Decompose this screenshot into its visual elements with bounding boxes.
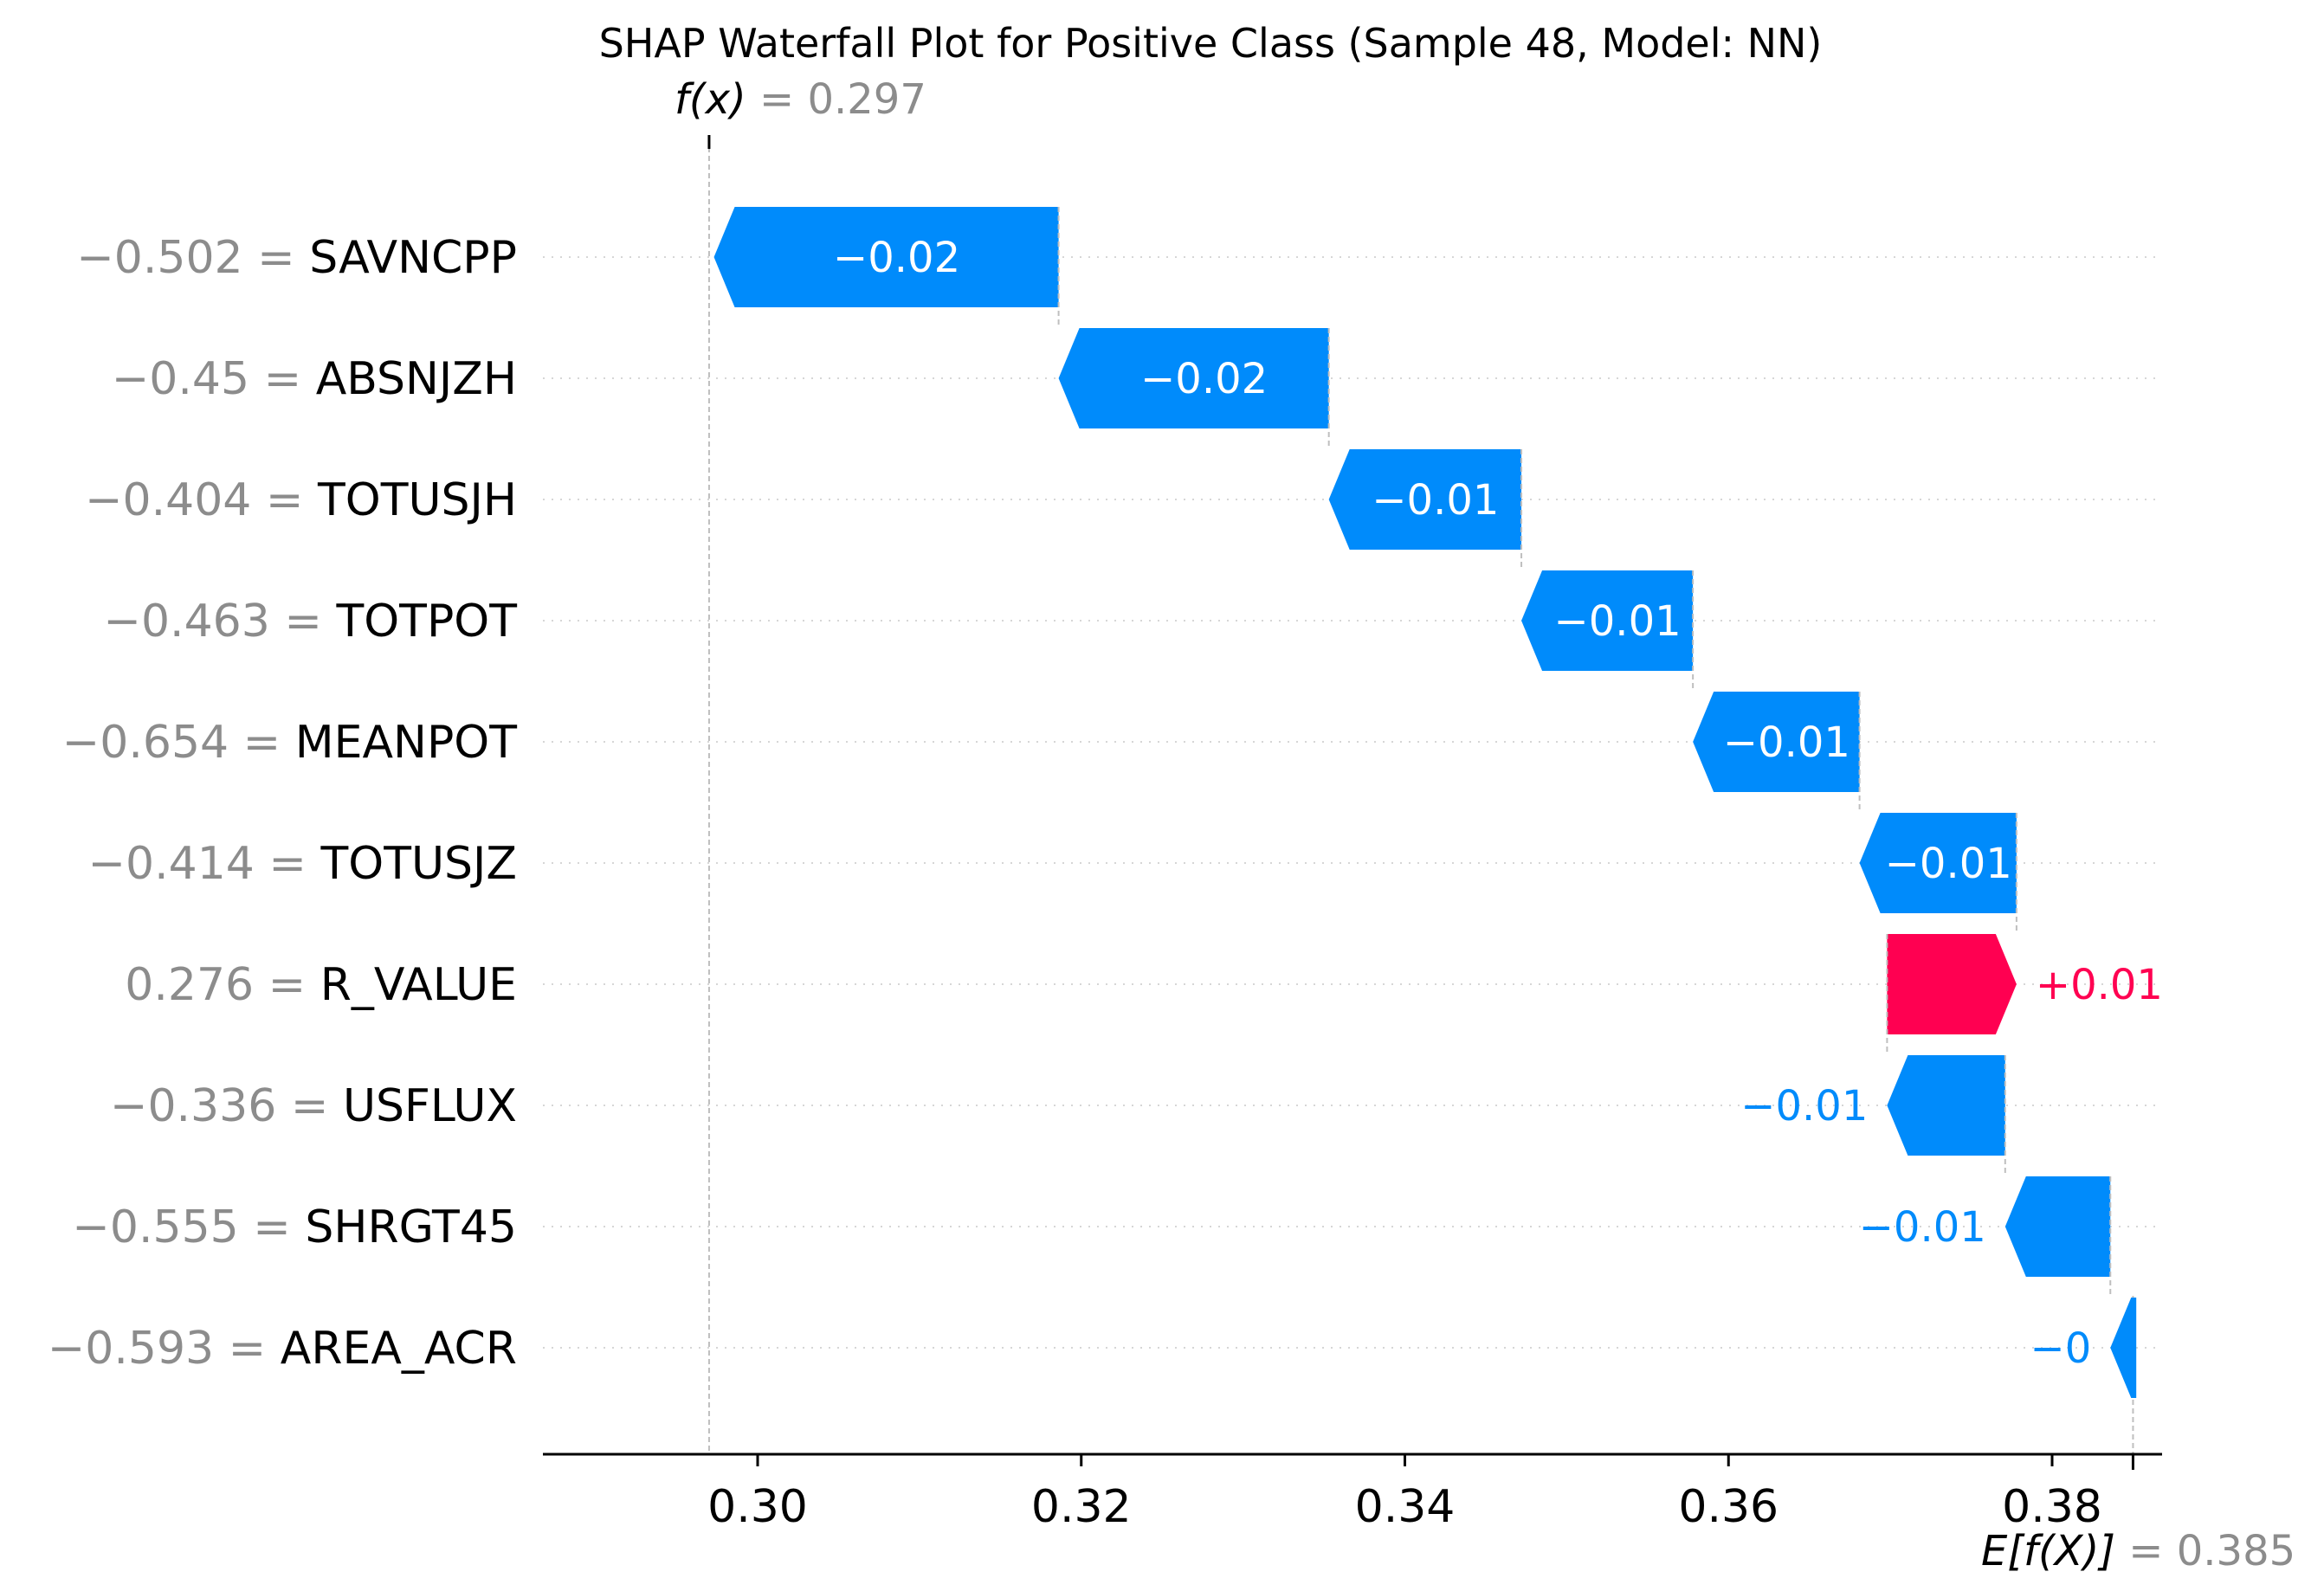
feature-row: −0.336 = USFLUX −0.01 bbox=[110, 1055, 2162, 1176]
feature-label: 0.276 = R_VALUE bbox=[125, 959, 517, 1011]
negative-shap-bar bbox=[1887, 1055, 2005, 1156]
bar-value-label: −0.02 bbox=[833, 234, 960, 282]
fx-name: f(x) bbox=[675, 75, 746, 124]
feature-row: −0.593 = AREA_ACR −0 bbox=[48, 1298, 2162, 1398]
bar-value-label: −0.01 bbox=[1885, 840, 2012, 888]
feature-label: −0.502 = SAVNCPP bbox=[76, 232, 517, 284]
x-tick-label: 0.32 bbox=[1031, 1481, 1132, 1533]
feature-name: MEANPOT bbox=[295, 717, 517, 769]
feature-rows: −0.502 = SAVNCPP −0.02 −0.45 = ABSNJZH −0.0… bbox=[48, 207, 2163, 1398]
x-tick-label: 0.38 bbox=[2002, 1481, 2102, 1533]
x-tick-label: 0.30 bbox=[707, 1481, 808, 1533]
feature-value: −0.414 = bbox=[87, 838, 320, 890]
feature-label: −0.404 = TOTUSJH bbox=[85, 474, 517, 526]
bar-value-label: −0.01 bbox=[1723, 718, 1850, 767]
bar-value-label: −0.01 bbox=[1859, 1203, 1986, 1252]
feature-name: TOTPOT bbox=[335, 596, 517, 647]
feature-name: SHRGT45 bbox=[305, 1201, 517, 1253]
feature-row: −0.45 = ABSNJZH −0.02 bbox=[112, 328, 2162, 449]
fx-value: = 0.297 bbox=[746, 75, 926, 124]
feature-name: AREA_ACR bbox=[281, 1323, 517, 1375]
x-tick-label: 0.36 bbox=[1678, 1481, 1779, 1533]
feature-row: −0.414 = TOTUSJZ −0.01 bbox=[87, 813, 2162, 934]
x-tick-label: 0.34 bbox=[1355, 1481, 1456, 1533]
feature-label: −0.555 = SHRGT45 bbox=[72, 1201, 517, 1253]
bar-value-label: −0.01 bbox=[1554, 597, 1682, 646]
feature-row: 0.276 = R_VALUE +0.01 bbox=[125, 934, 2163, 1055]
efx-name: E[f(X)] bbox=[1981, 1527, 2115, 1575]
efx-value: = 0.385 bbox=[2115, 1527, 2295, 1575]
positive-shap-bar bbox=[1887, 934, 2017, 1034]
feature-value: −0.45 = bbox=[112, 353, 316, 405]
negative-shap-bar bbox=[1328, 449, 1522, 550]
feature-name: SAVNCPP bbox=[309, 232, 517, 284]
feature-label: −0.593 = AREA_ACR bbox=[48, 1323, 517, 1375]
feature-value: −0.463 = bbox=[103, 596, 336, 647]
negative-shap-bar bbox=[2004, 1176, 2111, 1277]
feature-value: −0.336 = bbox=[110, 1080, 343, 1132]
chart-title: SHAP Waterfall Plot for Positive Class (… bbox=[599, 20, 1823, 67]
feature-name: R_VALUE bbox=[320, 959, 517, 1011]
x-axis: 0.30 0.32 0.34 0.36 0.38 f(x) = 0.297 E[f(X)] … bbox=[543, 75, 2295, 1575]
negative-shap-bar bbox=[1693, 692, 1860, 792]
feature-row: −0.404 = TOTUSJH −0.01 bbox=[85, 449, 2162, 570]
feature-value: −0.404 = bbox=[85, 474, 318, 526]
negative-shap-bar bbox=[1058, 328, 1329, 428]
negative-shap-bar bbox=[1521, 570, 1694, 671]
feature-value: −0.654 = bbox=[62, 717, 295, 769]
feature-row: −0.555 = SHRGT45 −0.01 bbox=[72, 1176, 2162, 1298]
negative-shap-bar bbox=[1859, 813, 2017, 913]
feature-row: −0.654 = MEANPOT −0.01 bbox=[62, 692, 2162, 813]
feature-value: −0.593 = bbox=[48, 1323, 281, 1375]
bar-value-label: −0 bbox=[2030, 1324, 2092, 1373]
feature-name: TOTUSJZ bbox=[320, 838, 517, 890]
feature-label: −0.336 = USFLUX bbox=[110, 1080, 517, 1132]
bar-value-label: −0.02 bbox=[1140, 355, 1268, 403]
negative-shap-bar bbox=[713, 207, 1059, 307]
feature-label: −0.45 = ABSNJZH bbox=[112, 353, 517, 405]
efx-label: E[f(X)] = 0.385 bbox=[1981, 1527, 2295, 1575]
negative-shap-bar bbox=[2110, 1298, 2137, 1398]
bar-value-label: +0.01 bbox=[2036, 961, 2163, 1009]
feature-name: USFLUX bbox=[343, 1080, 517, 1132]
feature-value: −0.502 = bbox=[76, 232, 309, 284]
bar-value-label: −0.01 bbox=[1372, 476, 1499, 525]
feature-row: −0.502 = SAVNCPP −0.02 bbox=[76, 207, 2162, 328]
feature-name: TOTUSJH bbox=[317, 474, 517, 526]
feature-label: −0.654 = MEANPOT bbox=[62, 717, 518, 769]
feature-label: −0.414 = TOTUSJZ bbox=[87, 838, 517, 890]
fx-label: f(x) = 0.297 bbox=[675, 75, 926, 124]
feature-label: −0.463 = TOTPOT bbox=[103, 596, 517, 647]
feature-row: −0.463 = TOTPOT −0.01 bbox=[103, 570, 2162, 692]
feature-name: ABSNJZH bbox=[316, 353, 517, 405]
feature-value: 0.276 = bbox=[125, 959, 320, 1011]
bar-value-label: −0.01 bbox=[1740, 1082, 1868, 1130]
feature-value: −0.555 = bbox=[72, 1201, 305, 1253]
